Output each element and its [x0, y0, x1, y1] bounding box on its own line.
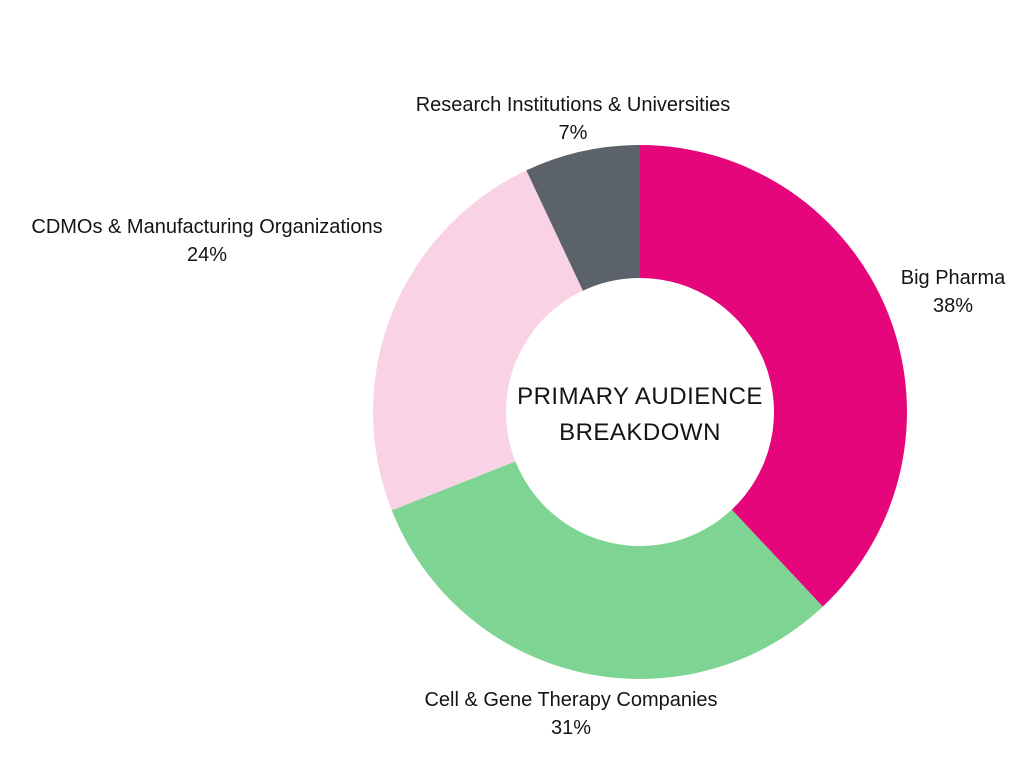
- slice-label-text: Big Pharma: [900, 267, 1006, 289]
- slice-label-percent: 7%: [558, 122, 588, 144]
- slice-label-cdmos-manufacturing-organizations: CDMOs & Manufacturing Organizations 24%: [7, 213, 407, 269]
- donut-slice-cdmos-manufacturing-organizations: [373, 170, 583, 511]
- slice-label-text: CDMOs & Manufacturing Organizations: [31, 216, 383, 238]
- chart-center-title: PRIMARY AUDIENCE BREAKDOWN: [440, 379, 840, 451]
- chart-title-line-1: PRIMARY AUDIENCE: [517, 383, 763, 410]
- slice-label-big-pharma: Big Pharma 38%: [853, 264, 1024, 320]
- donut-slice-research-institutions-universities: [526, 145, 640, 291]
- slice-label-research-institutions-universities: Research Institutions & Universities 7%: [373, 91, 773, 147]
- donut-slice-big-pharma: [640, 145, 907, 607]
- donut-slice-cell-gene-therapy-companies: [391, 461, 823, 679]
- slice-label-percent: 24%: [186, 244, 228, 266]
- slice-label-percent: 31%: [550, 717, 592, 739]
- slice-label-percent: 38%: [932, 295, 974, 317]
- slice-label-cell-gene-therapy-companies: Cell & Gene Therapy Companies 31%: [371, 686, 771, 742]
- chart-title-line-2: BREAKDOWN: [559, 419, 721, 446]
- slice-label-text: Cell & Gene Therapy Companies: [424, 689, 718, 711]
- slice-label-text: Research Institutions & Universities: [415, 94, 731, 116]
